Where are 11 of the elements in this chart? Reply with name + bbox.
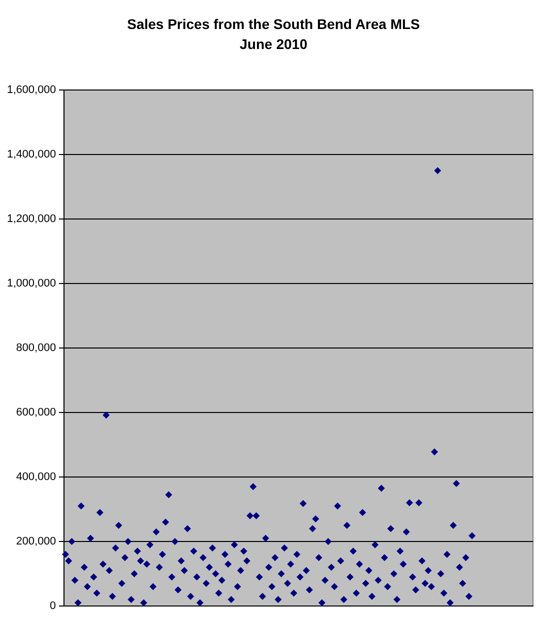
y-tick-label: 0 [50,600,56,612]
y-tick-label: 1,200,000 [7,213,56,226]
y-tick-label: 200,000 [16,536,56,548]
y-tick-label: 1,000,000 [7,278,56,290]
chart-subtitle: June 2010 [238,36,308,52]
y-tick-label: 400,000 [16,471,56,484]
chart-title: Sales Prices from the South Bend Area MLS [126,16,421,32]
y-tick-label: 1,600,000 [7,84,56,96]
y-tick-label: 600,000 [16,406,56,419]
y-tick-label: 800,000 [16,342,56,354]
y-tick-label: 1,400,000 [7,148,56,161]
